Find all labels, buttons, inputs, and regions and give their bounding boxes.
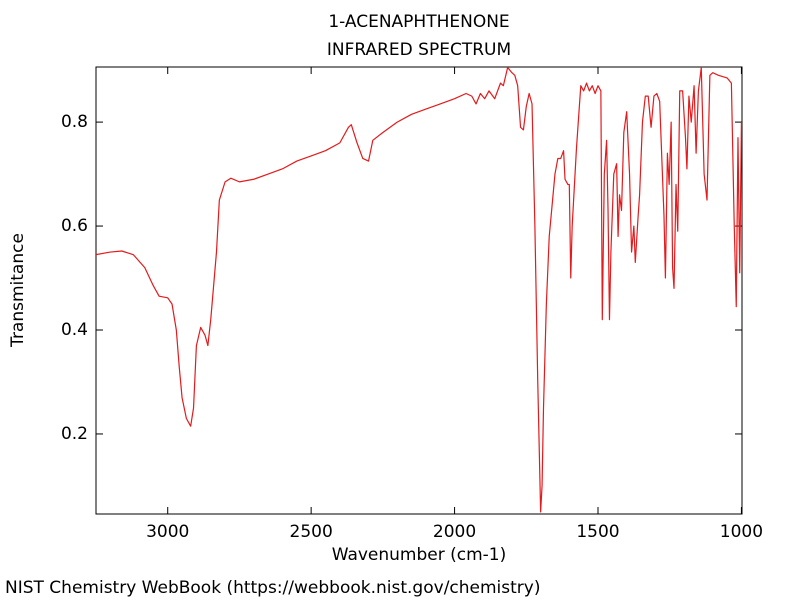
chart-title: 1-ACENAPHTHENONE: [328, 12, 509, 32]
y-tick-label: 0.6: [61, 216, 88, 236]
x-axis-label: Wavenumber (cm-1): [332, 545, 507, 565]
x-tick-label: 2500: [290, 522, 333, 542]
y-tick-label: 0.8: [61, 112, 88, 132]
plot-frame: [95, 66, 743, 515]
source-note: NIST Chemistry WebBook (https://webbook.…: [5, 578, 540, 598]
x-tick-label: 1000: [720, 522, 763, 542]
spectrum-line: [95, 66, 743, 513]
x-tick-label: 2000: [433, 522, 476, 542]
chart-subtitle: INFRARED SPECTRUM: [327, 40, 511, 60]
y-axis-label: Transmitance: [8, 233, 28, 348]
x-tick-label: 1500: [576, 522, 619, 542]
x-tick-label: 3000: [146, 522, 189, 542]
y-tick-label: 0.2: [61, 424, 88, 444]
y-tick-label: 0.4: [61, 320, 88, 340]
